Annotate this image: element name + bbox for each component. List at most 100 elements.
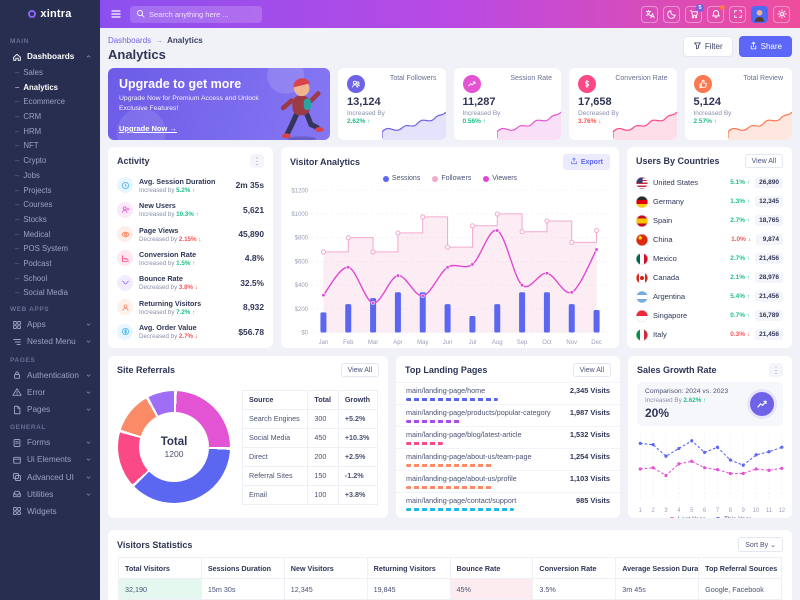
sidebar-subitem-crm[interactable]: CRM	[10, 109, 94, 124]
sidebar-item-widgets[interactable]: Widgets	[10, 503, 94, 520]
sidebar-subitem-stocks[interactable]: Stocks	[10, 212, 94, 227]
sidebar-subitem-pos-system[interactable]: POS System	[10, 241, 94, 256]
landing-page-row[interactable]: main/landing-page/about-us/team-page 1,25…	[396, 448, 620, 470]
user-return-icon	[122, 304, 128, 311]
activity-item-returning-visitors[interactable]: Returning Visitors Increased by 7.2% ↑ 8,9…	[108, 295, 273, 319]
users-by-countries-panel: Users By Countries View All United State…	[627, 147, 792, 348]
country-row-united-states[interactable]: United States 5.1% ↑ 26,890	[627, 173, 792, 192]
referral-row-referral-sites[interactable]: Referral Sites 150 -1.2%	[241, 465, 379, 486]
inbox-icon	[13, 491, 21, 498]
legend-viewers[interactable]: Viewers	[483, 175, 517, 182]
cart-icon-button[interactable]: 5	[685, 3, 704, 23]
app-logo[interactable]: xintra	[0, 0, 100, 28]
sidebar-item-error[interactable]: Error	[10, 384, 94, 401]
sidebar-item-ui-elements[interactable]: Ui Elements	[10, 451, 94, 468]
referral-row-social-media[interactable]: Social Media 450 +10.3%	[241, 427, 379, 448]
notifications-icon-button[interactable]	[707, 4, 725, 23]
sidebar-subitem-social-media[interactable]: Social Media	[10, 286, 94, 301]
menu-toggle-icon[interactable]	[110, 8, 122, 20]
grid-icon	[13, 320, 21, 329]
landing-page-row[interactable]: main/landing-page/about-us/profile 1,103 …	[396, 470, 620, 492]
activity-item-new-users[interactable]: New Users Increased by 10.3% ↑ 5,621	[108, 197, 273, 221]
sidebar-item-utilities[interactable]: Utilities	[10, 486, 94, 503]
dark-mode-icon-button[interactable]	[663, 5, 680, 23]
fullscreen-icon-button[interactable]	[729, 5, 746, 23]
referral-row-search-engines[interactable]: Search Engines 300 +5.2%	[241, 408, 379, 429]
legend-sessions[interactable]: Sessions	[382, 175, 420, 182]
country-row-singapore[interactable]: Singapore 0.7% ↑ 16,789	[627, 306, 792, 325]
sidebar-subitem-crypto[interactable]: Crypto	[10, 153, 94, 168]
sidebar-subitem-medical[interactable]: Medical	[10, 227, 94, 242]
svg-text:$400: $400	[295, 282, 309, 289]
sidebar-item-pages[interactable]: Pages	[10, 401, 94, 418]
sales-change: 2.62%	[683, 397, 702, 404]
sidebar-subitem-analytics[interactable]: Analytics	[10, 80, 94, 95]
legend-last-year[interactable]: Last Year	[668, 516, 705, 518]
activity-item-avg-session-duration[interactable]: Avg. Session Duration Increased by 5.2% ↑…	[108, 173, 273, 197]
sales-chart-button[interactable]	[750, 392, 774, 416]
legend-followers[interactable]: Followers	[432, 175, 471, 182]
arrow-up-icon: ↑	[192, 259, 196, 267]
sidebar-subitem-courses[interactable]: Courses	[10, 197, 94, 212]
sidebar-subitem-jobs[interactable]: Jobs	[10, 168, 94, 183]
country-row-argentina[interactable]: Argentina 5.4% ↑ 21,456	[627, 287, 792, 306]
sidebar-item-nested-menu[interactable]: Nested Menu	[10, 333, 94, 350]
followers-icon	[352, 80, 360, 88]
search-input[interactable]	[149, 9, 256, 19]
svg-text:$800: $800	[295, 235, 309, 242]
export-button[interactable]: Export	[562, 154, 610, 170]
country-row-china[interactable]: China 1.0% ↓ 9,874	[627, 230, 792, 249]
country-row-italy[interactable]: Italy 0.3% ↓ 21,456	[627, 325, 792, 344]
activity-item-page-views[interactable]: Page Views Decreased by 2.15% ↓ 45,890	[108, 222, 273, 246]
country-users-value: 21,456	[755, 329, 783, 340]
sales-growth-menu-button[interactable]: ⋮	[769, 363, 783, 377]
sort-by-button[interactable]: Sort By ⌄	[738, 537, 783, 552]
chevron-down-icon	[86, 323, 91, 326]
sidebar-subitem-podcast[interactable]: Podcast	[10, 256, 94, 271]
sidebar-subitem-hrm[interactable]: HRM	[10, 124, 94, 139]
stat-value: 13,124	[347, 96, 381, 108]
breadcrumb-dashboards[interactable]: Dashboards	[108, 36, 152, 45]
stat-change: 2.62% ↑	[347, 118, 371, 125]
language-icon-button[interactable]	[641, 5, 658, 23]
svg-text:Jul: Jul	[469, 339, 477, 346]
country-row-germany[interactable]: Germany 1.3% ↑ 12,345	[627, 192, 792, 211]
stat-card-session-rate: Session Rate 11,287 Increased By 0.56% ↑	[453, 68, 561, 140]
activity-item-conversion-rate[interactable]: Conversion Rate Increased by 1.5% ↑ 4.8%	[108, 246, 273, 270]
filter-button[interactable]: Filter	[682, 36, 733, 57]
sidebar-subitem-projects[interactable]: Projects	[10, 183, 94, 198]
user-avatar-button[interactable]	[751, 5, 768, 23]
sidebar-subitem-nft[interactable]: NFT	[10, 139, 94, 154]
sidebar-item-apps[interactable]: Apps	[10, 316, 94, 333]
activity-item-avg-order-value[interactable]: Avg. Order Value Decreased by 2.7% ↓ $56.7…	[108, 320, 273, 344]
activity-item-bounce-rate[interactable]: Bounce Rate Decreased by 3.8% ↓ 32.5%	[108, 271, 273, 295]
stat-change-label: Increased By	[462, 110, 501, 117]
country-row-canada[interactable]: Canada 2.1% ↑ 28,976	[627, 268, 792, 287]
sidebar-item-dashboards[interactable]: Dashboards	[10, 48, 94, 65]
countries-view-all-button[interactable]: View All	[744, 154, 783, 168]
share-button[interactable]: Share	[738, 36, 792, 57]
settings-icon-button[interactable]	[773, 5, 790, 23]
sidebar-item-authentication[interactable]: Authentication	[10, 367, 94, 384]
country-row-spain[interactable]: Spain 2.7% ↑ 18,765	[627, 211, 792, 230]
site-referrals-donut: Total 1200	[118, 391, 230, 503]
referrals-view-all-button[interactable]: View All	[340, 363, 379, 377]
landing-page-row[interactable]: main/landing-page/contact/support 985 Vis…	[396, 492, 620, 514]
upgrade-now-link[interactable]: Upgrade Now →	[119, 124, 177, 134]
sidebar-item-advanced-ui[interactable]: Advanced UI	[10, 469, 94, 486]
sidebar-item-forms[interactable]: Forms	[10, 434, 94, 451]
landing-view-all-button[interactable]: View All	[572, 363, 611, 377]
referral-row-direct[interactable]: Direct 200 +2.5%	[241, 446, 379, 467]
landing-page-row[interactable]: main/landing-page/home 2,345 Visits	[396, 382, 620, 404]
referral-row-email[interactable]: Email 100 +3.8%	[241, 484, 379, 505]
country-row-mexico[interactable]: Mexico 2.7% ↑ 21,456	[627, 249, 792, 268]
legend-this-year[interactable]: This Year	[715, 516, 751, 518]
activity-menu-button[interactable]: ⋮	[250, 154, 264, 168]
svg-text:$0: $0	[301, 330, 308, 337]
landing-page-row[interactable]: main/landing-page/products/popular-categ…	[396, 404, 620, 426]
top-landing-pages-panel: Top Landing Pages View All main/landing-…	[396, 356, 620, 518]
landing-page-row[interactable]: main/landing-page/blog/latest-article 1,5…	[396, 426, 620, 448]
sidebar-subitem-ecommerce[interactable]: Ecommerce	[10, 95, 94, 110]
sidebar-subitem-school[interactable]: School	[10, 271, 94, 286]
sidebar-subitem-sales[interactable]: Sales	[10, 65, 94, 80]
